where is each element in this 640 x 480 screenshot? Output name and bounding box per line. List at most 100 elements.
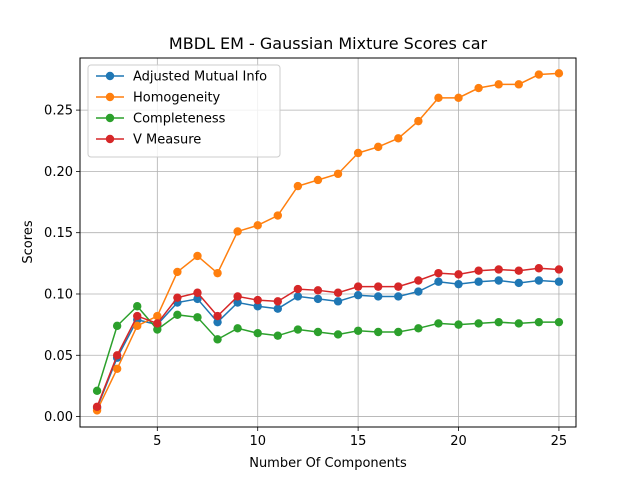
data-point-adjusted-mutual-info	[213, 317, 222, 327]
data-point-adjusted-mutual-info	[333, 297, 343, 306]
data-point-completeness	[454, 320, 463, 329]
data-point-adjusted-mutual-info	[554, 277, 564, 286]
data-point-completeness	[554, 317, 564, 327]
x-tick-label: 5	[153, 434, 161, 449]
data-point-v-measure	[92, 402, 102, 411]
data-point-v-measure	[313, 286, 323, 295]
chart-title: MBDL EM - Gaussian Mixture Scores car	[169, 34, 488, 53]
data-point-v-measure	[434, 268, 443, 278]
y-tick-label: 0.20	[44, 165, 73, 180]
data-point-completeness	[394, 327, 403, 337]
legend: Adjusted Mutual Info Homogeneity Completen…	[87, 64, 281, 158]
y-tick-label: 0.00	[44, 410, 73, 425]
data-point-homogeneity	[394, 134, 403, 143]
series-completeness	[92, 302, 564, 396]
data-point-homogeneity	[514, 80, 523, 89]
data-point-completeness	[353, 326, 363, 335]
data-point-adjusted-mutual-info	[353, 291, 363, 300]
data-point-homogeneity	[534, 70, 544, 79]
axis-ticks: 5 10 15 20 25 0.00 0.05 0.10 0.15 0.20 0.25	[44, 104, 567, 449]
data-point-homogeneity	[233, 227, 242, 236]
legend-label: V Measure	[133, 133, 201, 148]
legend-label: Completeness	[133, 112, 226, 127]
data-point-adjusted-mutual-info	[253, 302, 262, 311]
data-point-v-measure	[233, 292, 242, 301]
data-point-completeness	[193, 313, 202, 322]
data-point-v-measure	[213, 311, 222, 321]
data-point-completeness	[293, 325, 303, 334]
legend-item-v-measure: V Measure	[96, 133, 201, 148]
data-point-completeness	[414, 324, 423, 333]
data-point-adjusted-mutual-info	[233, 298, 242, 307]
data-point-homogeneity	[494, 80, 503, 89]
data-point-homogeneity	[273, 211, 282, 220]
legend-item-homogeneity: Homogeneity	[96, 91, 221, 106]
data-point-adjusted-mutual-info	[454, 279, 463, 289]
legend-item-completeness: Completeness	[96, 112, 226, 127]
data-point-homogeneity	[213, 268, 222, 278]
data-point-adjusted-mutual-info	[273, 304, 282, 313]
data-point-completeness	[153, 325, 162, 334]
data-point-v-measure	[293, 284, 303, 294]
data-point-completeness	[333, 330, 343, 339]
data-point-adjusted-mutual-info	[193, 294, 202, 304]
data-point-completeness	[474, 319, 483, 328]
data-point-v-measure	[133, 311, 142, 321]
data-point-v-measure	[173, 293, 182, 302]
data-point-homogeneity	[112, 364, 122, 373]
data-point-homogeneity	[313, 175, 323, 185]
x-tick-label: 20	[450, 434, 467, 449]
data-point-v-measure	[153, 319, 162, 328]
data-point-completeness	[213, 335, 222, 344]
data-point-completeness	[253, 329, 262, 338]
data-point-homogeneity	[454, 93, 463, 103]
data-point-v-measure	[554, 265, 564, 274]
x-tick-label: 25	[551, 434, 568, 449]
series-adjusted-mutual-info	[92, 276, 564, 413]
data-point-completeness	[514, 319, 523, 328]
series-group	[92, 69, 564, 415]
data-point-v-measure	[273, 297, 282, 306]
series-v-measure	[92, 264, 564, 411]
legend-box	[87, 64, 281, 158]
legend-swatch-marker	[105, 134, 115, 144]
data-point-completeness	[233, 324, 242, 333]
data-point-completeness	[313, 327, 323, 337]
data-point-v-measure	[394, 282, 403, 291]
y-tick-label: 0.15	[44, 226, 73, 241]
data-point-v-measure	[494, 265, 503, 274]
grid	[80, 58, 576, 427]
data-point-adjusted-mutual-info	[534, 276, 544, 285]
data-point-completeness	[494, 317, 503, 327]
data-point-v-measure	[374, 282, 383, 291]
data-point-v-measure	[454, 270, 463, 279]
data-point-homogeneity	[374, 142, 383, 152]
y-axis-label: Scores	[21, 220, 36, 263]
data-point-completeness	[273, 331, 282, 340]
legend-label: Adjusted Mutual Info	[133, 70, 267, 85]
data-point-homogeneity	[253, 221, 262, 230]
data-point-homogeneity	[193, 251, 202, 261]
data-point-homogeneity	[434, 93, 443, 103]
data-point-adjusted-mutual-info	[434, 277, 443, 286]
x-axis-label: Number Of Components	[249, 456, 407, 471]
y-tick-label: 0.25	[44, 104, 73, 119]
data-point-adjusted-mutual-info	[474, 277, 483, 286]
data-point-v-measure	[333, 288, 343, 297]
data-point-adjusted-mutual-info	[374, 292, 383, 301]
data-point-completeness	[374, 327, 383, 337]
data-point-adjusted-mutual-info	[313, 294, 323, 304]
data-point-homogeneity	[173, 267, 182, 277]
data-point-adjusted-mutual-info	[414, 287, 423, 296]
data-point-adjusted-mutual-info	[494, 276, 503, 285]
data-point-completeness	[112, 321, 122, 331]
data-point-homogeneity	[474, 83, 483, 93]
data-point-homogeneity	[414, 116, 423, 126]
data-point-completeness	[434, 319, 443, 328]
series-homogeneity	[92, 69, 564, 415]
data-point-v-measure	[514, 266, 523, 275]
data-point-v-measure	[112, 351, 122, 360]
data-point-adjusted-mutual-info	[514, 278, 523, 288]
